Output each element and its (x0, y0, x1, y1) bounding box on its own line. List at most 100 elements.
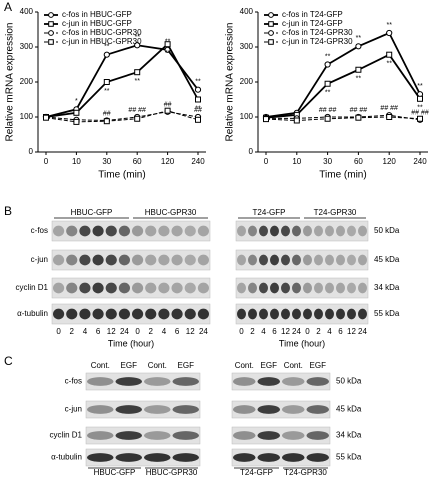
blot-band (347, 308, 356, 320)
size-label: 45 kDa (336, 405, 362, 414)
significance-mark: ** (195, 105, 201, 112)
marker (194, 86, 202, 93)
blot-band (281, 282, 290, 294)
marker (355, 43, 362, 50)
blot-band (87, 453, 114, 462)
significance-mark: ** (386, 61, 392, 68)
blot-strip (85, 426, 201, 445)
blot-band (115, 453, 142, 462)
blot-band (172, 431, 199, 440)
y-tick-label: 400 (20, 7, 34, 16)
blot-strip (51, 249, 211, 271)
blot-strip (51, 220, 211, 242)
group-label: HBUC-GFP (94, 468, 136, 477)
lane-label: 6 (175, 327, 180, 336)
blot-band (347, 254, 356, 266)
blot-band (144, 377, 171, 386)
blot-band (197, 282, 210, 294)
x-tick-label: 30 (102, 157, 111, 166)
marker (164, 107, 171, 114)
blot-band (259, 225, 268, 237)
marker (386, 29, 393, 37)
panel-label: C (4, 354, 13, 368)
blot-band (358, 254, 367, 266)
y-axis-label: Relative mRNA expression (225, 23, 236, 142)
row-label: c-jun (65, 405, 82, 414)
legend-label: c-fos in T24-GFP (282, 10, 343, 19)
blot-band (115, 405, 142, 414)
blot-band (144, 405, 171, 414)
x-tick-label: 0 (264, 157, 269, 166)
blot-band (270, 254, 279, 266)
blot-strip (85, 400, 201, 419)
blot-band (105, 225, 117, 237)
x-axis-label: Time (min) (98, 170, 145, 181)
legend-label: c-fos in T24-GPR30 (282, 28, 353, 37)
significance-mark: ** (386, 22, 392, 29)
marker (134, 69, 141, 76)
blot-band (259, 282, 268, 294)
legend-marker (48, 21, 54, 27)
marker (324, 61, 331, 68)
legend-marker (48, 12, 54, 18)
blot-band (336, 282, 345, 294)
blot-strip (235, 249, 369, 271)
x-tick-label: 120 (161, 157, 175, 166)
lane-label: Cont. (91, 361, 110, 370)
lane-label: 24 (358, 327, 367, 336)
x-tick-label: 240 (191, 157, 205, 166)
lane-label: 4 (327, 327, 332, 336)
blot-band (158, 225, 170, 237)
blot-strip (51, 277, 211, 299)
blot-band (184, 282, 196, 294)
group-label: HBUC-GPR30 (146, 468, 198, 477)
blot-band (79, 308, 91, 320)
blot-band (303, 282, 312, 294)
blot-band (248, 225, 257, 237)
blot-band (87, 405, 114, 414)
blot-band (197, 254, 210, 266)
lane-label: EGF (121, 361, 138, 370)
panel-label: A (4, 0, 12, 14)
lane-label: EGF (310, 361, 327, 370)
size-label: 45 kDa (374, 255, 400, 264)
blot-band (233, 453, 256, 462)
blot-band (79, 282, 91, 294)
significance-mark: ** (165, 50, 171, 57)
size-label: 34 kDa (336, 431, 362, 440)
series-line (45, 42, 199, 118)
blot-band (105, 254, 117, 266)
marker (386, 114, 393, 120)
blot-band (145, 254, 157, 266)
blot-band (259, 308, 268, 320)
significance-mark: ## ## (411, 110, 429, 117)
blot-band (87, 431, 114, 440)
lane-label: Cont. (235, 361, 254, 370)
blot-band (336, 308, 345, 320)
significance-mark: ** (356, 35, 362, 42)
blot-strip (235, 220, 369, 242)
marker (134, 115, 141, 122)
lane-label: 4 (83, 327, 88, 336)
y-tick-label: 300 (20, 42, 34, 51)
lane-label: 12 (281, 327, 290, 336)
marker (43, 114, 49, 121)
marker (417, 115, 423, 122)
lane-label: 4 (261, 327, 266, 336)
marker (263, 116, 269, 123)
x-tick-label: 0 (44, 157, 49, 166)
blot-strip (231, 448, 331, 467)
lane-label: 24 (120, 327, 129, 336)
row-label: α-tubulin (51, 453, 82, 462)
blot-band (144, 431, 171, 440)
blot-band (158, 308, 170, 320)
blot-band (325, 225, 334, 237)
legend-label: c-jun in T24-GPR30 (282, 37, 353, 46)
blot-band (270, 225, 279, 237)
blot-band (257, 377, 280, 386)
blot-band (292, 282, 301, 294)
blot-band (132, 254, 144, 266)
blot-band (314, 225, 323, 237)
blot-band (282, 405, 305, 414)
blot-band (118, 254, 130, 266)
